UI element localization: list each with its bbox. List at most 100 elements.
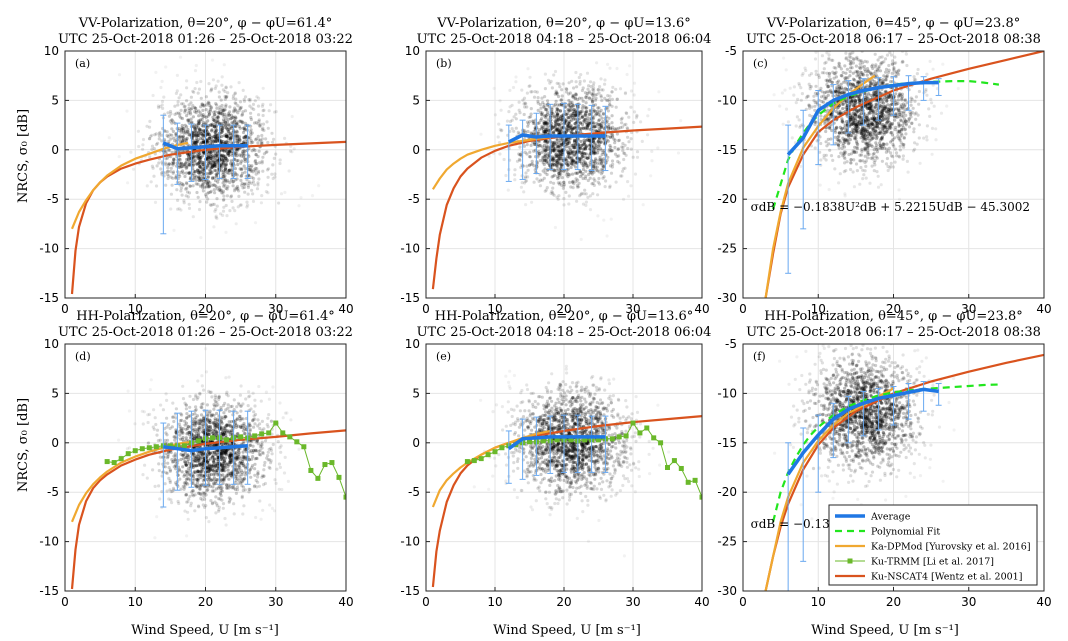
scatter-point — [260, 128, 264, 132]
scatter-point — [888, 140, 893, 144]
scatter-point — [199, 128, 203, 132]
scatter-point — [528, 163, 532, 167]
scatter-point — [623, 92, 628, 96]
scatter-point — [838, 125, 842, 129]
scatter-point — [234, 148, 238, 152]
scatter-point — [163, 171, 167, 175]
scatter-point — [215, 140, 219, 144]
scatter-point — [197, 130, 201, 134]
scatter-point — [574, 112, 578, 116]
scatter-point — [566, 142, 570, 146]
scatter-point — [230, 178, 234, 182]
scatter-point — [211, 165, 215, 169]
scatter-point — [826, 118, 830, 122]
scatter-point — [219, 425, 223, 429]
scatter-point — [914, 111, 918, 115]
scatter-point — [557, 157, 561, 161]
scatter-point — [206, 158, 210, 162]
scatter-point — [546, 118, 551, 122]
scatter-point — [243, 157, 247, 162]
scatter-point — [196, 170, 200, 174]
scatter-point — [193, 110, 197, 114]
scatter-point — [198, 164, 202, 168]
scatter-point — [628, 64, 632, 68]
scatter-point — [573, 114, 578, 118]
scatter-point — [906, 170, 910, 174]
scatter-point — [249, 130, 253, 134]
scatter-point — [543, 139, 547, 143]
scatter-point — [531, 119, 535, 123]
scatter-point — [610, 90, 614, 94]
scatter-point — [881, 118, 885, 122]
scatter-point — [882, 132, 886, 136]
scatter-point — [849, 83, 853, 87]
scatter-point — [198, 170, 202, 175]
scatter-point — [574, 125, 578, 129]
scatter-point — [885, 126, 889, 130]
scatter-point — [241, 88, 245, 92]
scatter-point — [235, 141, 239, 145]
scatter-point — [207, 150, 211, 154]
scatter-point — [778, 104, 782, 108]
scatter-point — [228, 461, 232, 465]
scatter-point — [555, 128, 559, 132]
scatter-point — [869, 133, 873, 137]
scatter-point — [556, 130, 561, 134]
panel-title-line2: UTC 25-Oct-2018 01:26 – 25-Oct-2018 03:2… — [58, 32, 353, 47]
scatter-point — [222, 108, 226, 112]
scatter-point — [839, 151, 843, 155]
scatter-point — [878, 143, 882, 148]
scatter-point — [848, 70, 852, 74]
scatter-point — [859, 121, 864, 125]
scatter-point — [197, 128, 201, 132]
scatter-point — [219, 419, 223, 423]
scatter-point — [198, 160, 202, 164]
scatter-point — [571, 93, 575, 97]
scatter-point — [214, 136, 218, 140]
scatter-point — [584, 121, 588, 125]
scatter-point — [860, 115, 864, 120]
scatter-point — [568, 104, 572, 108]
scatter-point — [233, 153, 237, 157]
scatter-point — [251, 192, 255, 196]
scatter-point — [168, 109, 173, 114]
scatter-point — [577, 146, 581, 150]
scatter-point — [853, 127, 857, 131]
scatter-point — [907, 125, 912, 129]
scatter-point — [218, 111, 222, 115]
scatter-point — [202, 180, 206, 184]
scatter-point — [208, 104, 212, 108]
scatter-point — [211, 163, 215, 167]
scatter-point — [529, 112, 533, 116]
scatter-point — [223, 174, 227, 178]
scatter-point — [157, 484, 161, 488]
scatter-point — [578, 82, 582, 86]
scatter-point — [205, 103, 209, 107]
scatter-point — [238, 106, 242, 110]
scatter-point — [569, 185, 573, 189]
scatter-point — [252, 147, 256, 151]
scatter-point — [592, 152, 596, 156]
scatter-point — [883, 106, 887, 110]
scatter-point — [192, 130, 196, 134]
scatter-point — [178, 165, 182, 169]
scatter-point — [945, 104, 949, 108]
scatter-point — [219, 112, 223, 116]
scatter-point — [916, 113, 920, 117]
scatter-point — [226, 185, 230, 189]
scatter-point — [890, 71, 894, 75]
scatter-point — [784, 68, 788, 72]
scatter-point — [837, 131, 841, 135]
scatter-point — [900, 123, 905, 127]
scatter-point — [567, 102, 571, 106]
scatter-point — [193, 105, 197, 110]
scatter-point — [878, 143, 883, 147]
scatter-point — [878, 146, 882, 150]
scatter-point — [551, 191, 555, 195]
scatter-point — [587, 112, 591, 116]
scatter-point — [888, 106, 892, 110]
scatter-point — [224, 134, 228, 138]
scatter-point — [178, 477, 182, 481]
scatter-point — [874, 69, 878, 73]
scatter-point — [173, 139, 177, 143]
